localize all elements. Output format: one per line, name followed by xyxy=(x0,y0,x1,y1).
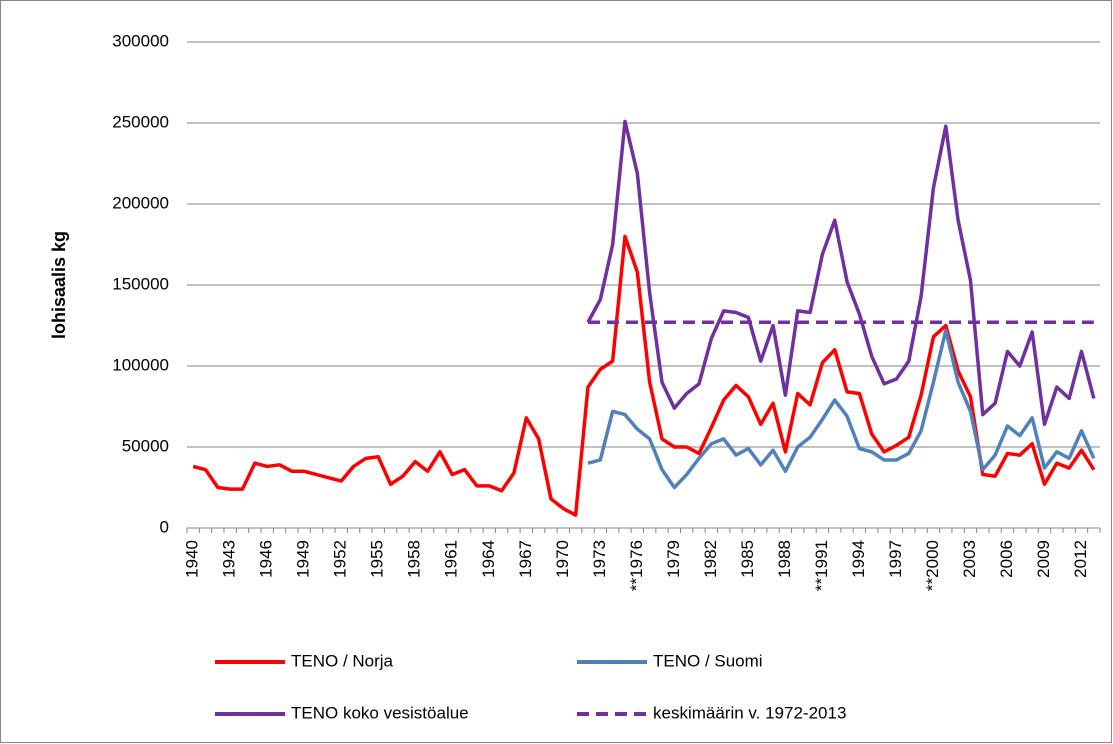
x-tick-label: 1994 xyxy=(849,540,868,578)
x-tick-label: 1997 xyxy=(886,540,905,578)
x-tick-label: 1973 xyxy=(590,540,609,578)
x-tick-label: 1979 xyxy=(664,540,683,578)
y-tick-label: 250000 xyxy=(112,112,169,131)
x-tick-label: 1946 xyxy=(257,540,276,578)
x-tick-label: **2000 xyxy=(923,540,942,591)
x-tick-label: 2003 xyxy=(960,540,979,578)
y-tick-label: 300000 xyxy=(112,31,169,50)
x-tick-label: 1958 xyxy=(405,540,424,578)
x-tick-label: 1961 xyxy=(442,540,461,578)
legend-label: TENO / Suomi xyxy=(653,651,763,670)
x-tick-label: 1940 xyxy=(183,540,202,578)
y-tick-label: 150000 xyxy=(112,274,169,293)
x-tick-label: 2006 xyxy=(997,540,1016,578)
x-tick-label: 2012 xyxy=(1071,540,1090,578)
x-tick-label: 1970 xyxy=(553,540,572,578)
y-tick-label: 50000 xyxy=(122,436,169,455)
x-tick-label: **1991 xyxy=(812,540,831,591)
series-line xyxy=(587,328,1096,490)
x-tick-label: 1982 xyxy=(701,540,720,578)
x-tick-label: 2009 xyxy=(1034,540,1053,578)
x-tick-label: **1976 xyxy=(627,540,646,591)
legend-label: TENO koko vesistöalue xyxy=(291,703,469,722)
x-tick-label: 1967 xyxy=(516,540,535,578)
legend-label: keskimäärin v. 1972-2013 xyxy=(653,703,846,722)
x-tick-label: 1988 xyxy=(775,540,794,578)
y-tick-label: 200000 xyxy=(112,193,169,212)
x-tick-label: 1964 xyxy=(479,540,498,578)
x-tick-label: 1952 xyxy=(331,540,350,578)
series-line xyxy=(586,119,1096,427)
x-tick-label: 1943 xyxy=(220,540,239,578)
x-tick-label: 1955 xyxy=(368,540,387,578)
y-axis-label: lohisaalis kg xyxy=(49,231,69,339)
legend-label: TENO / Norja xyxy=(291,651,394,670)
x-tick-label: 1985 xyxy=(738,540,757,578)
x-tick-label: 1949 xyxy=(294,540,313,578)
series-line xyxy=(192,234,1096,517)
y-tick-label: 0 xyxy=(160,517,169,536)
y-tick-label: 100000 xyxy=(112,355,169,374)
